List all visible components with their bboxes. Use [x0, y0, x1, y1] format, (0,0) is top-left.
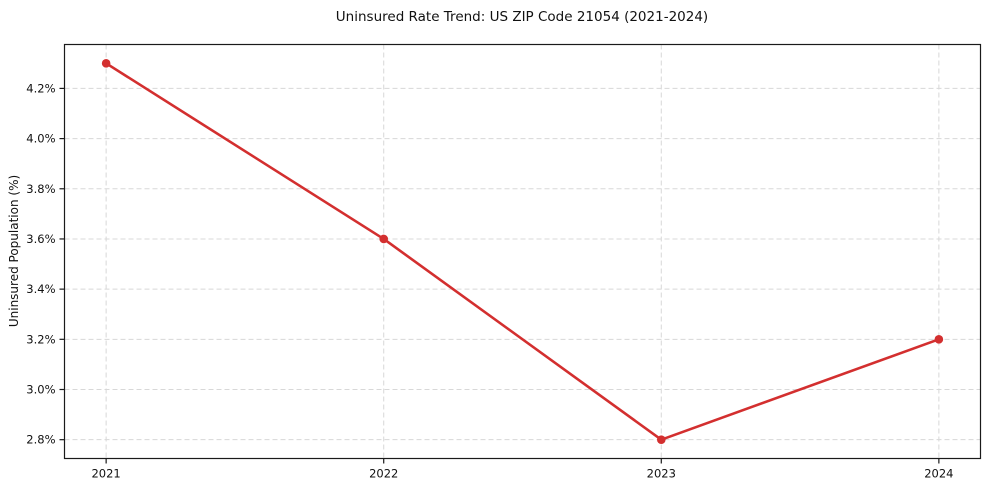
y-tick-label: 4.0% — [26, 132, 55, 146]
y-tick-label: 2.8% — [26, 433, 55, 447]
data-point-marker — [101, 59, 111, 68]
y-tick-label: 3.4% — [26, 282, 55, 296]
x-tick-label: 2022 — [369, 467, 398, 481]
plot-frame — [63, 43, 982, 460]
data-point-marker — [656, 435, 666, 444]
data-point-marker — [934, 335, 944, 344]
y-tick-label: 3.2% — [26, 332, 55, 346]
y-tick-label: 3.0% — [26, 383, 55, 397]
data-point-marker — [379, 234, 389, 244]
y-tick-label: 3.8% — [26, 182, 55, 196]
y-tick-label: 4.2% — [26, 81, 55, 95]
chart-title: Uninsured Rate Trend: US ZIP Code 21054 … — [335, 9, 709, 25]
y-tick-label: 3.6% — [26, 232, 55, 246]
trend-line — [104, 62, 941, 441]
x-tick-label: 2021 — [91, 467, 120, 481]
x-tick-label: 2023 — [647, 467, 676, 481]
x-tick-label: 2024 — [924, 467, 953, 481]
